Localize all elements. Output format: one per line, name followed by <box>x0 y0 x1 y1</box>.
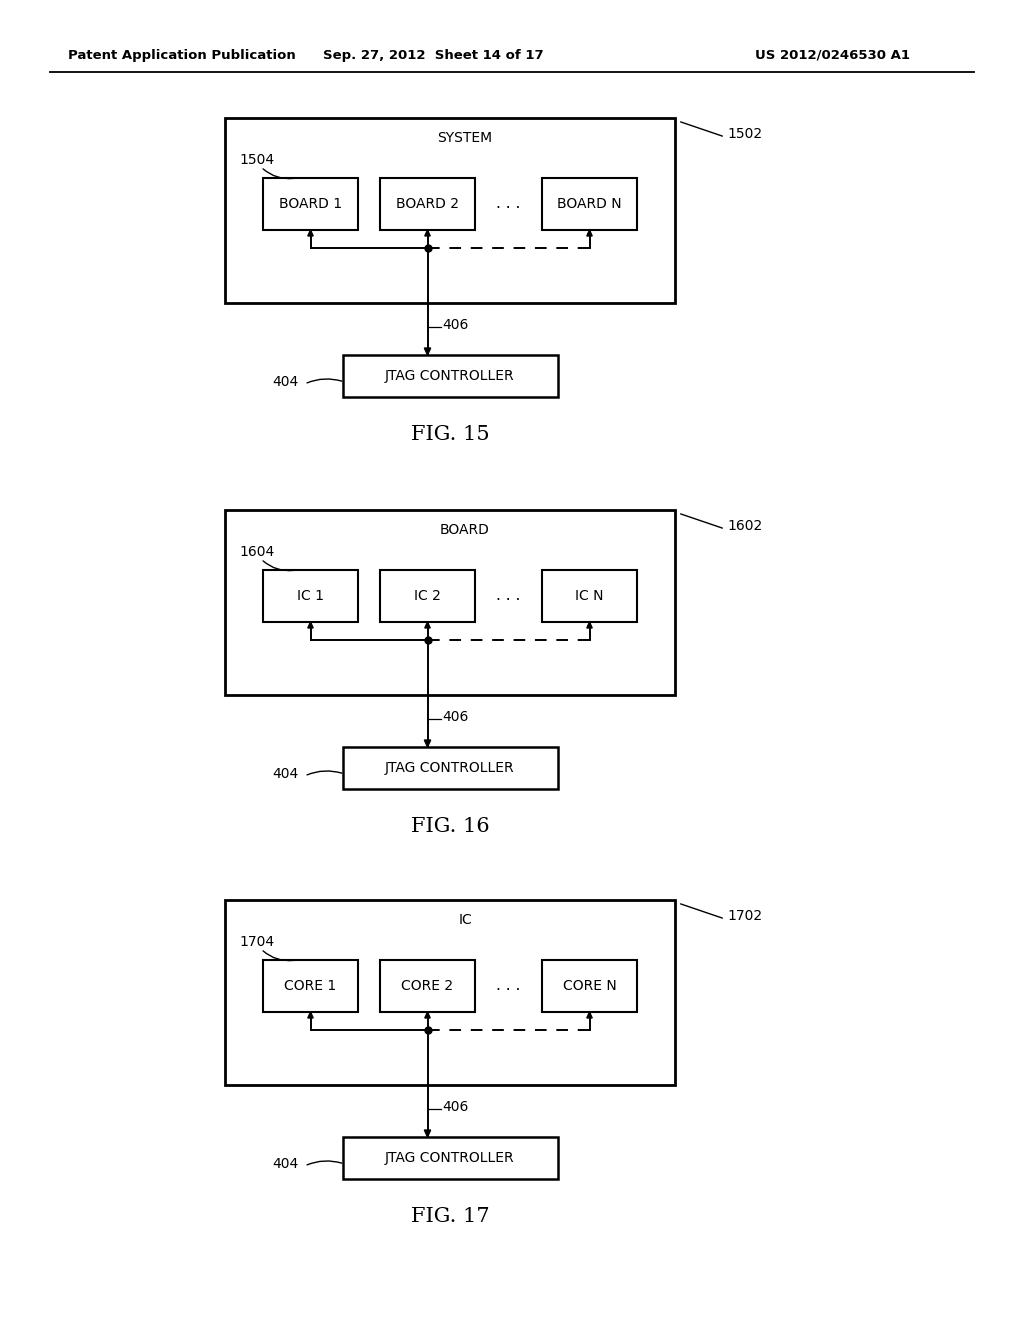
Text: 404: 404 <box>272 1158 299 1171</box>
Text: 404: 404 <box>272 767 299 781</box>
Text: SYSTEM: SYSTEM <box>437 131 493 145</box>
Bar <box>225 510 675 696</box>
Text: JTAG CONTROLLER: JTAG CONTROLLER <box>385 1151 515 1166</box>
Text: . . .: . . . <box>497 589 520 603</box>
Polygon shape <box>424 348 431 355</box>
Text: 406: 406 <box>442 710 469 723</box>
Polygon shape <box>425 1012 430 1018</box>
Bar <box>225 117 675 304</box>
Bar <box>380 178 475 230</box>
Bar <box>380 570 475 622</box>
Text: . . .: . . . <box>497 197 520 211</box>
Text: 1502: 1502 <box>727 127 762 141</box>
Text: 1602: 1602 <box>727 519 762 533</box>
Text: 1504: 1504 <box>240 153 274 168</box>
Polygon shape <box>424 741 431 747</box>
Text: JTAG CONTROLLER: JTAG CONTROLLER <box>385 370 515 383</box>
Text: 406: 406 <box>442 318 469 333</box>
Bar <box>542 570 637 622</box>
Text: 406: 406 <box>442 1100 469 1114</box>
Polygon shape <box>587 622 592 628</box>
Text: FIG. 17: FIG. 17 <box>411 1208 489 1226</box>
Text: CORE 2: CORE 2 <box>401 979 454 993</box>
Text: 1704: 1704 <box>240 935 274 949</box>
Bar <box>263 570 358 622</box>
Text: IC: IC <box>458 913 472 927</box>
Bar <box>225 900 675 1085</box>
Bar <box>263 178 358 230</box>
Polygon shape <box>587 1012 592 1018</box>
Text: Patent Application Publication: Patent Application Publication <box>68 49 296 62</box>
Polygon shape <box>308 622 313 628</box>
Text: BOARD: BOARD <box>440 523 489 537</box>
Text: 404: 404 <box>272 375 299 389</box>
Text: CORE N: CORE N <box>562 979 616 993</box>
Bar <box>263 960 358 1012</box>
Text: BOARD 1: BOARD 1 <box>279 197 342 211</box>
Text: JTAG CONTROLLER: JTAG CONTROLLER <box>385 762 515 775</box>
Bar <box>542 960 637 1012</box>
Polygon shape <box>308 230 313 236</box>
Bar <box>342 1137 557 1179</box>
Text: IC 1: IC 1 <box>297 589 324 603</box>
Polygon shape <box>308 1012 313 1018</box>
Polygon shape <box>425 622 430 628</box>
Text: US 2012/0246530 A1: US 2012/0246530 A1 <box>755 49 910 62</box>
Text: IC N: IC N <box>575 589 604 603</box>
Text: BOARD 2: BOARD 2 <box>396 197 459 211</box>
Polygon shape <box>587 230 592 236</box>
Text: 1702: 1702 <box>727 909 762 923</box>
Text: BOARD N: BOARD N <box>557 197 622 211</box>
Text: CORE 1: CORE 1 <box>285 979 337 993</box>
Text: . . .: . . . <box>497 978 520 994</box>
Bar <box>542 178 637 230</box>
Polygon shape <box>425 230 430 236</box>
Bar <box>342 747 557 789</box>
Bar <box>380 960 475 1012</box>
Text: FIG. 15: FIG. 15 <box>411 425 489 445</box>
Text: IC 2: IC 2 <box>414 589 441 603</box>
Text: Sep. 27, 2012  Sheet 14 of 17: Sep. 27, 2012 Sheet 14 of 17 <box>323 49 544 62</box>
Text: 1604: 1604 <box>240 545 274 558</box>
Text: FIG. 16: FIG. 16 <box>411 817 489 837</box>
Bar <box>342 355 557 397</box>
Polygon shape <box>424 1130 431 1137</box>
